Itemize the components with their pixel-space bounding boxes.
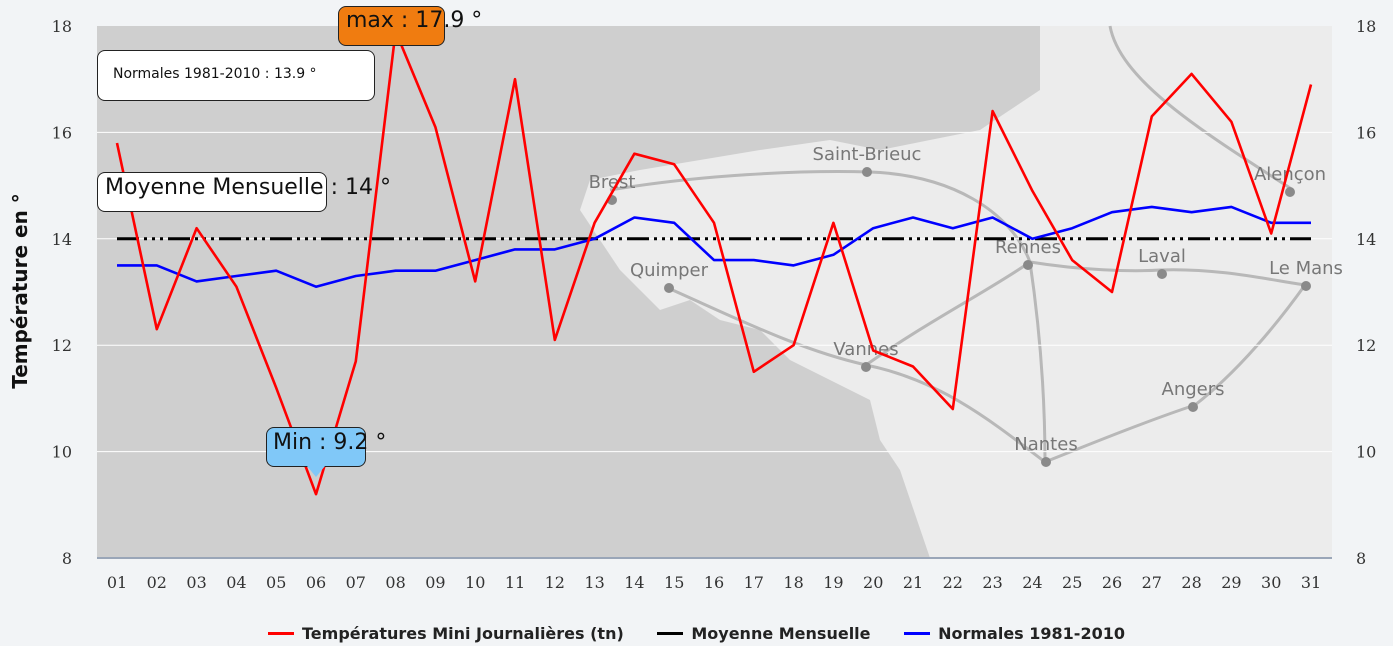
x-tick-label: 15 [664,573,684,592]
map-city-dot [1023,260,1033,270]
y-tick-label-right: 16 [1356,123,1376,142]
moyenne-annotation-box [97,172,327,212]
x-tick-label: 30 [1261,573,1281,592]
moyenne-annotation-label: Moyenne Mensuelle : 14 ° [105,175,391,200]
normales-annotation-label: Normales 1981-2010 : 13.9 ° [113,66,317,82]
map-city-label: Quimper [630,260,709,281]
x-tick-label: 22 [943,573,963,592]
x-tick-label: 04 [226,573,246,592]
legend-label-moyenne: Moyenne Mensuelle [691,624,871,643]
map-city-dot [1188,402,1198,412]
y-tick-label-right: 14 [1356,230,1376,249]
x-tick-label: 03 [186,573,206,592]
x-tick-label: 18 [783,573,803,592]
y-tick-label-right: 12 [1356,336,1376,355]
y-tick-label-left: 18 [52,17,72,36]
x-axis: 01 02 03 04 05 06 07 08 09 10 11 12 13 14 15 16 17 18 19 20… [97,557,1332,592]
map-city-label: Rennes [995,237,1061,258]
y-tick-label-left: 8 [62,549,72,568]
legend-item-moyenne[interactable]: Moyenne Mensuelle [657,624,871,643]
temperature-chart: 01 02 03 04 05 06 07 08 09 10 11 12 13 14 15 16 17 18 19 20… [8,17,1376,592]
y-tick-label-right: 8 [1356,549,1366,568]
map-city-label: Alençon [1254,164,1326,185]
y-tick-label-left: 16 [52,123,72,142]
x-tick-label: 21 [903,573,923,592]
y-tick-label-right: 18 [1356,17,1376,36]
x-tick-label: 24 [1022,573,1042,592]
x-tick-label: 19 [823,573,843,592]
x-tick-label: 14 [624,573,644,592]
x-tick-label: 05 [266,573,286,592]
x-tick-label: 13 [584,573,604,592]
x-tick-label: 11 [505,573,525,592]
y-axis-left: 8 10 12 14 16 18 [52,17,72,568]
x-tick-label: 23 [982,573,1002,592]
min-annotation-box [266,427,366,467]
map-city-dot [664,283,674,293]
y-tick-label-left: 12 [52,336,72,355]
series-line-2 [117,205,1311,289]
legend-item-tn[interactable]: Températures Mini Journalières (tn) [268,624,624,643]
x-tick-label: 12 [545,573,565,592]
x-tick-label: 28 [1181,573,1201,592]
y-axis-right: 8 10 12 14 16 18 [1356,17,1376,568]
map-city-label: Laval [1138,246,1186,267]
map-city-label: Le Mans [1269,258,1343,279]
min-annotation-label: Min : 9.2 ° [273,430,387,455]
y-tick-label-right: 10 [1356,443,1376,462]
legend-swatch-tn [268,632,295,635]
x-tick-label: 26 [1102,573,1122,592]
max-annotation-label: max : 17.9 ° [346,8,483,33]
x-tick-label: 16 [704,573,724,592]
x-tick-label: 06 [306,573,326,592]
map-city-dot [1041,457,1051,467]
map-city-label: Nantes [1014,434,1077,455]
min-annotation-pointer [307,466,325,477]
x-tick-label: 31 [1301,573,1321,592]
x-tick-label: 01 [107,573,127,592]
x-tick-label: 10 [465,573,485,592]
y-axis-label: Température en ° [8,193,32,389]
map-city-dot [861,362,871,372]
x-tick-label: 02 [147,573,167,592]
x-tick-label: 07 [346,573,366,592]
normales-annotation-box [97,50,375,101]
x-tick-label: 20 [863,573,883,592]
x-tick-label: 25 [1062,573,1082,592]
map-city-label: Saint-Brieuc [813,144,922,165]
series-line-0 [115,29,1313,496]
y-tick-label-left: 14 [52,230,72,249]
x-tick-label: 27 [1142,573,1162,592]
map-city-dot [1157,269,1167,279]
legend-swatch-normales [904,632,931,635]
map-city-label: Brest [589,172,636,193]
plot-background [97,25,1332,558]
y-tick-label-left: 10 [52,443,72,462]
legend-item-normales[interactable]: Normales 1981-2010 [904,624,1125,643]
map-land [580,26,1332,558]
x-tick-label: 17 [744,573,764,592]
map-city-label: Angers [1162,379,1225,400]
x-tick-label: 29 [1221,573,1241,592]
legend-label-tn: Températures Mini Journalières (tn) [302,624,624,643]
max-annotation-box [338,6,445,46]
x-tick-label: 09 [425,573,445,592]
x-tick-label: 08 [385,573,405,592]
legend-swatch-moyenne [657,632,684,635]
legend: Températures Mini Journalières (tn) Moye… [0,620,1393,643]
legend-label-normales: Normales 1981-2010 [938,624,1125,643]
map-city-dot [1285,187,1295,197]
map-city-dot [862,167,872,177]
map-city-dot [1301,281,1311,291]
series-lines [115,29,1313,496]
